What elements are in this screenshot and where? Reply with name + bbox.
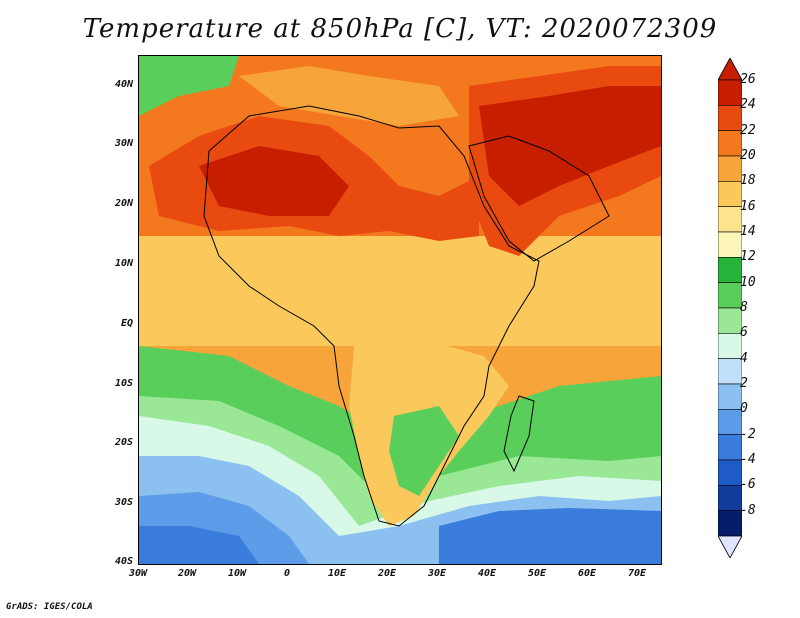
- lon-label: 30E: [427, 568, 447, 579]
- colorbar-tick-label: 12: [740, 249, 756, 265]
- field-mediterranean: [239, 66, 459, 126]
- colorbar-tick-label: -6: [740, 477, 756, 493]
- colorbar-swatch: [718, 181, 742, 207]
- lon-label: 0: [283, 568, 291, 579]
- colorbar-tick-label: 16: [740, 198, 756, 214]
- colorbar: [718, 58, 742, 558]
- lon-label: 20W: [177, 568, 197, 579]
- colorbar-top-arrow: [718, 58, 742, 81]
- colorbar-swatch: [718, 510, 742, 537]
- colorbar-tick-label: -8: [740, 502, 756, 518]
- colorbar-swatch: [718, 358, 742, 385]
- lon-label: 10E: [327, 568, 347, 579]
- colorbar-bottom-arrow: [718, 535, 742, 558]
- colorbar-swatch: [718, 282, 742, 309]
- lon-label: 50E: [527, 568, 547, 579]
- colorbar-swatch: [718, 130, 742, 157]
- lon-label: 40E: [477, 568, 497, 579]
- colorbar-swatch: [718, 155, 742, 182]
- colorbar-swatch: [718, 79, 742, 106]
- field-south-minus2: [439, 508, 661, 564]
- colorbar-swatch: [718, 307, 742, 334]
- lon-label: 30W: [128, 568, 148, 579]
- colorbar-tick-label: 2: [740, 376, 748, 391]
- colorbar-tick-label: -2: [740, 426, 756, 442]
- colorbar-tick-label: 24: [740, 97, 756, 113]
- lat-label: 20S: [114, 437, 133, 448]
- lat-label: 10N: [114, 258, 133, 269]
- lon-label: 10W: [227, 568, 247, 579]
- lat-label: EQ: [120, 318, 133, 329]
- colorbar-tick-label: 18: [740, 173, 756, 189]
- madagascar-outline: [503, 395, 535, 473]
- lon-label: 70E: [627, 568, 647, 579]
- colorbar-swatch: [718, 231, 742, 258]
- colorbar-tick-label: 26: [740, 72, 756, 87]
- lat-label: 40N: [114, 79, 133, 90]
- credit-label: GrADS: IGES/COLA: [6, 602, 93, 612]
- colorbar-swatch: [718, 257, 742, 283]
- colorbar-swatch: [718, 409, 742, 435]
- colorbar-swatch: [718, 105, 742, 131]
- colorbar-tick-label: 0: [740, 401, 748, 417]
- colorbar-swatch: [718, 434, 742, 461]
- colorbar-tick-label: 22: [740, 122, 756, 138]
- lon-label: 60E: [577, 568, 597, 579]
- colorbar-tick-label: 14: [740, 224, 756, 239]
- field-tropics: [139, 236, 661, 346]
- lon-label: 20E: [377, 568, 397, 579]
- lat-label: 40S: [114, 556, 133, 567]
- map-title: Temperature at 850hPa [C], VT: 202007230…: [82, 14, 718, 44]
- colorbar-tick-label: 8: [740, 300, 748, 315]
- colorbar-tick-label: 6: [740, 325, 748, 341]
- temperature-field: [139, 56, 661, 564]
- colorbar-tick-label: 4: [740, 350, 748, 366]
- field-atlantic-north: [139, 56, 239, 116]
- field-southern-africa-cool: [389, 406, 459, 496]
- colorbar-swatch: [718, 206, 742, 233]
- field-sahara-hottest: [199, 146, 349, 216]
- arabia-outline: [468, 135, 610, 262]
- lat-label: 20N: [114, 198, 133, 209]
- field-arabia-hottest: [479, 86, 661, 206]
- colorbar-swatch: [718, 459, 742, 486]
- colorbar-tick-label: 10: [740, 274, 756, 290]
- field-south-minus2-west: [139, 526, 259, 564]
- lat-label: 30N: [114, 138, 133, 149]
- colorbar-swatch: [718, 333, 742, 359]
- colorbar-tick-label: 20: [740, 148, 756, 163]
- temperature-map: [138, 55, 662, 565]
- lat-label: 10S: [114, 378, 133, 389]
- colorbar-tick-label: -4: [740, 452, 756, 467]
- colorbar-swatch: [718, 383, 742, 410]
- lat-label: 30S: [114, 497, 133, 508]
- colorbar-swatch: [718, 485, 742, 511]
- africa-outline: [203, 105, 540, 527]
